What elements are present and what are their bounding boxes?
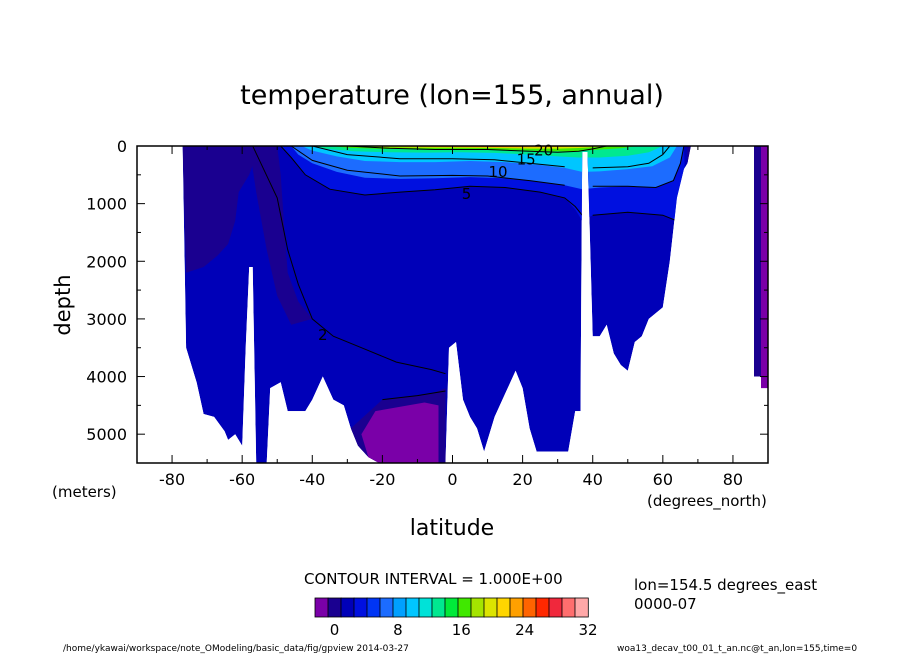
colorbar-tick-label: 8 (393, 621, 403, 639)
x-tick-label: -20 (369, 470, 395, 489)
x-tick-label: 40 (583, 470, 603, 489)
colorbar-swatch (340, 597, 355, 618)
y-tick-label: 5000 (86, 425, 127, 444)
colorbar-tick-label: 0 (330, 621, 340, 639)
right-edge-region-1 (754, 146, 761, 377)
colorbar-swatch (483, 597, 498, 618)
contour-line-2-0 (252, 146, 446, 375)
x-tick-label: 80 (723, 470, 743, 489)
colorbar-swatch (457, 597, 472, 618)
chart-title: temperature (lon=155, annual) (240, 80, 664, 111)
contour-label-10: 10 (489, 163, 508, 181)
temperature-region-15 (697, 146, 709, 170)
contour-line-layer (252, 146, 685, 401)
x-axis-label: latitude (410, 516, 494, 541)
y-tick-label: 2000 (86, 252, 127, 271)
colorbar-swatch (418, 597, 433, 618)
contour-label-5: 5 (462, 185, 472, 203)
contour-line-15-6 (312, 146, 565, 168)
temperature-region-14 (687, 146, 691, 181)
colorbar-swatch (522, 597, 537, 618)
colorbar-swatch (444, 597, 459, 618)
contour-label-15: 15 (517, 150, 536, 168)
colorbar-swatch (496, 597, 511, 618)
contour-line-10-4 (290, 146, 565, 186)
contour-line-10-5 (592, 146, 685, 189)
y-tick-label: 3000 (86, 310, 127, 329)
x-tick-label: -60 (229, 470, 255, 489)
contour-line-20-8 (347, 146, 607, 153)
colorbar-swatch (405, 597, 420, 618)
x-tick-label: -80 (159, 470, 185, 489)
contour-line-2-1 (382, 390, 446, 401)
colorbar-swatch (535, 597, 550, 618)
colorbar-swatch (561, 597, 576, 618)
colorbar-swatch (314, 597, 329, 618)
colorbar-swatch (379, 597, 394, 618)
y-tick-label: 0 (117, 137, 127, 156)
colorbar-swatch (470, 597, 485, 618)
x-tick-label: 60 (653, 470, 673, 489)
right-edge-region-2 (761, 146, 768, 389)
colorbar-swatch (392, 597, 407, 618)
contour-label-2: 2 (318, 326, 328, 344)
colorbar-swatch (353, 597, 368, 618)
contour-fill-layer (137, 146, 768, 463)
annotation-date: 0000-07 (634, 595, 697, 613)
y-tick-label: 4000 (86, 368, 127, 387)
annotation-longitude: lon=154.5 degrees_east (634, 576, 817, 595)
colorbar-swatch (548, 597, 563, 618)
footer-path: /home/ykawai/workspace/note_OModeling/ba… (63, 644, 409, 654)
colorbar-swatch (366, 597, 381, 618)
contour-line-5-3 (592, 211, 678, 222)
y-axis-label: depth (51, 274, 75, 335)
colorbar-tick-label: 32 (578, 621, 597, 639)
contour-line-5-2 (280, 146, 583, 216)
ocean-base-region (137, 146, 768, 463)
colorbar-swatch (509, 597, 524, 618)
x-axis: -80 -60 -40 -20 0 20 40 60 80 (136, 146, 769, 489)
temperature-region-0 (182, 146, 260, 273)
footer-source: woa13_decav_t00_01_t_an.nc@t_an,lon=155,… (617, 644, 857, 654)
x-axis-unit: (degrees_north) (647, 492, 767, 511)
colorbar-swatch (431, 597, 446, 618)
colorbar-swatch (327, 597, 342, 618)
x-tick-label: 0 (447, 470, 457, 489)
x-tick-label: -40 (299, 470, 325, 489)
temperature-region-1 (249, 146, 313, 325)
contour-interval-text: CONTOUR INTERVAL = 1.000E+00 (304, 570, 563, 588)
colorbar-tick-label: 24 (515, 621, 534, 639)
colorbar: 0 8 16 24 32 (314, 597, 598, 639)
temperature-region-3 (361, 402, 439, 463)
contour-label-20: 20 (534, 142, 553, 160)
colorbar-tick-label: 16 (452, 621, 471, 639)
colorbar-swatch (574, 597, 589, 618)
x-tick-label: 20 (512, 470, 532, 489)
y-axis: 0 1000 2000 3000 4000 5000 (86, 137, 768, 464)
contour-line-15-7 (592, 146, 671, 169)
y-axis-unit: (meters) (52, 483, 117, 501)
y-tick-label: 1000 (86, 195, 127, 214)
